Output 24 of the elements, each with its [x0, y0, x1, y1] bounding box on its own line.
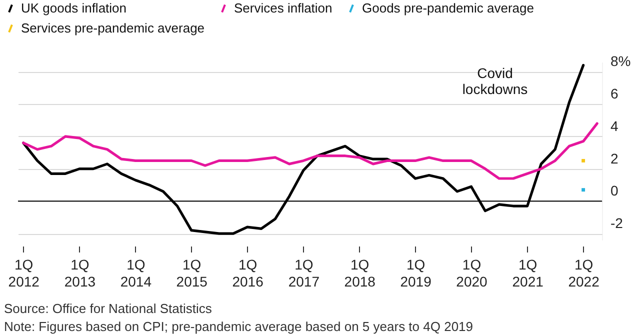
y-tick-label: 8% [610, 53, 631, 70]
y-tick-label: 4 [610, 118, 618, 134]
x-tick-label: 1Q 2021 [512, 256, 544, 290]
x-tick-label: 1Q 2020 [456, 256, 488, 290]
x-tick-label: 1Q 2018 [344, 256, 376, 290]
x-tick-label: 1Q 2015 [176, 256, 208, 290]
y-tick-label: 6 [610, 86, 618, 102]
x-tick-label: 1Q 2012 [8, 256, 40, 290]
text: Note: Figures based on CPI; pre-pandemic average based on 5 years to 4Q 2019 [4, 318, 474, 336]
annotation: Covid lockdowns [462, 65, 528, 97]
y-tick-label: 0 [610, 182, 618, 199]
x-tick-label: 1Q 2017 [288, 256, 320, 290]
x-tick-label: 1Q 2019 [400, 256, 432, 290]
x-tick-label: 1Q 2016 [232, 256, 264, 290]
y-tick-label: 2 [610, 150, 618, 166]
source-note: Source: Office for National Statistics [4, 300, 213, 318]
legend-label: Services inflation [234, 0, 332, 16]
x-tick-label: 1Q 2022 [568, 256, 600, 290]
legend-label: UK goods inflation [21, 0, 127, 16]
y-tick-label: -2 [610, 215, 624, 232]
x-tick-label: 1Q 2014 [120, 256, 152, 290]
legend-label: Goods pre-pandemic average [362, 0, 534, 16]
legend-label: Services pre-pandemic average [21, 20, 205, 36]
x-tick-label: 1Q 2013 [64, 256, 96, 290]
